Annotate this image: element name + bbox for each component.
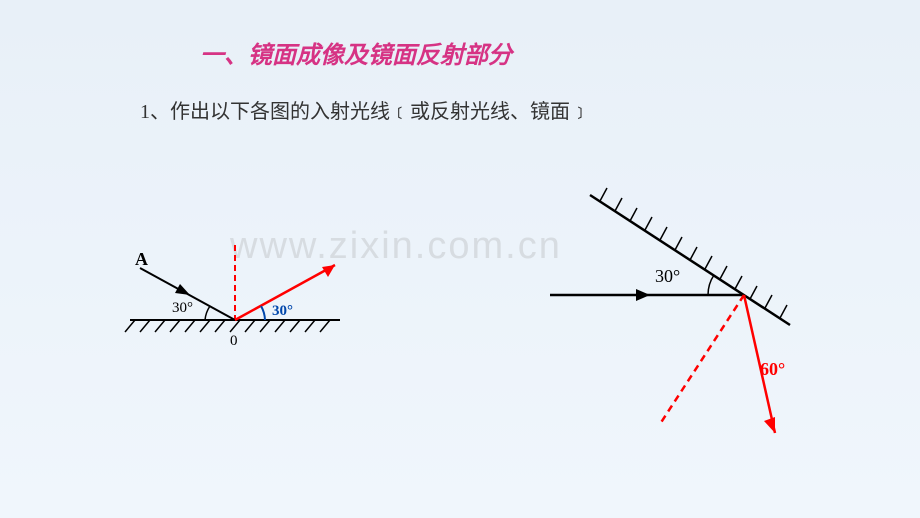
diagram-left-reflection: A 30° 30° 0 — [110, 230, 370, 380]
label-a: A — [135, 249, 148, 269]
reflected-angle-label: 30° — [272, 303, 293, 319]
incident-arrow-right — [636, 289, 650, 301]
diagram-right-reflection: 30° 60° — [530, 175, 850, 495]
mirror-hatching — [125, 320, 330, 332]
top-angle-label: 30° — [655, 266, 680, 286]
incident-angle-arc — [205, 306, 210, 320]
incident-angle-label: 30° — [172, 300, 193, 316]
section-title: 一、镜面成像及镜面反射部分 — [200, 35, 512, 70]
incident-arrow — [175, 284, 190, 295]
reflected-angle-arc — [261, 306, 265, 320]
reflected-arrow-right — [764, 417, 775, 433]
top-angle-arc — [708, 275, 714, 295]
angled-mirror-hatching — [600, 188, 787, 318]
bottom-angle-label: 60° — [760, 359, 785, 379]
question-text: 1、作出以下各图的入射光线﹝或反射光线、镜面﹞ — [140, 95, 590, 124]
label-o: 0 — [230, 333, 238, 349]
normal-line-right — [660, 295, 744, 424]
